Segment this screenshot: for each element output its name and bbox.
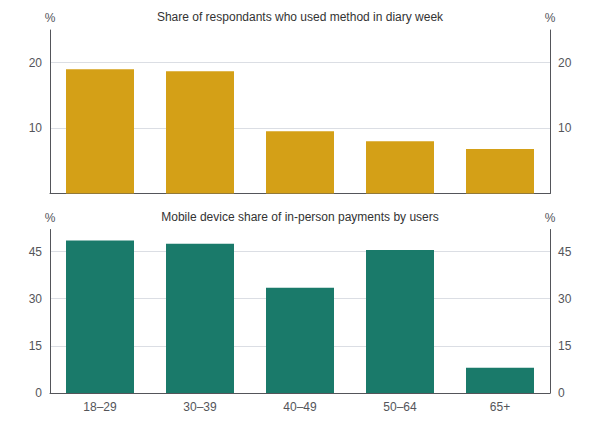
svg-text:0: 0 [35, 386, 42, 400]
svg-text:Share of respondants who used: Share of respondants who used method in … [157, 10, 444, 24]
svg-text:50–64: 50–64 [383, 400, 417, 414]
svg-text:40–49: 40–49 [283, 400, 317, 414]
svg-text:%: % [45, 211, 56, 225]
svg-text:30: 30 [29, 292, 43, 306]
svg-text:30–39: 30–39 [183, 400, 217, 414]
svg-text:10: 10 [558, 121, 572, 135]
svg-text:15: 15 [29, 339, 43, 353]
svg-text:%: % [545, 211, 556, 225]
svg-text:30: 30 [558, 292, 572, 306]
svg-text:20: 20 [558, 56, 572, 70]
svg-text:10: 10 [29, 121, 43, 135]
svg-text:15: 15 [558, 339, 572, 353]
svg-text:45: 45 [29, 245, 43, 259]
svg-text:%: % [545, 11, 556, 25]
svg-text:18–29: 18–29 [83, 400, 117, 414]
svg-text:45: 45 [558, 245, 572, 259]
svg-text:%: % [45, 11, 56, 25]
svg-text:0: 0 [558, 386, 565, 400]
svg-text:Mobile device share of in-pers: Mobile device share of in-person payment… [161, 210, 438, 224]
svg-text:65+: 65+ [490, 400, 510, 414]
svg-text:20: 20 [29, 56, 43, 70]
